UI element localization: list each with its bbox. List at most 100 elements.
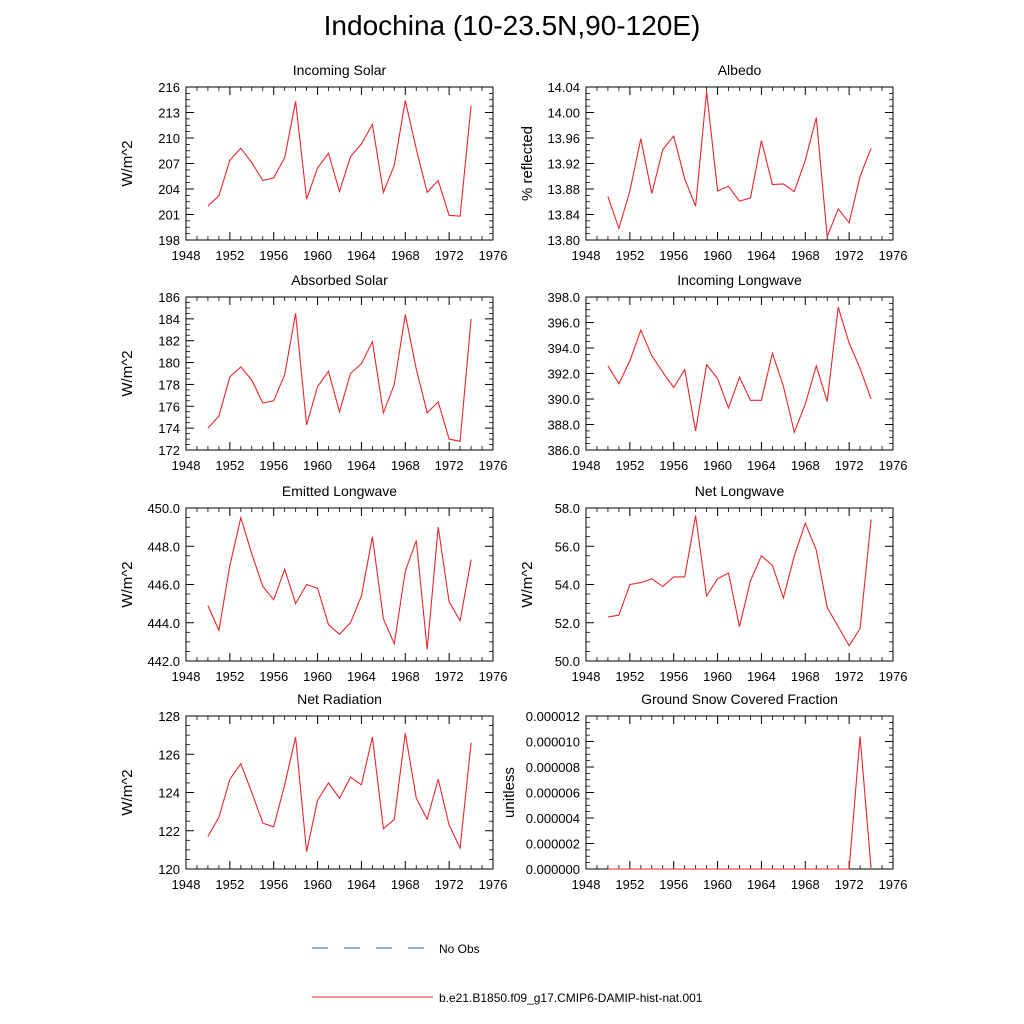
x-tick-label: 1948 <box>572 669 601 684</box>
y-axis-label: W/m^2 <box>119 350 136 396</box>
panel-0: 1948 1952 1956 1960 1964 1968 1972 1976 198 201 20… <box>119 62 507 263</box>
y-tick-label: 398.0 <box>547 290 580 305</box>
x-tick-label: 1960 <box>703 458 732 473</box>
x-tick-label: 1960 <box>303 877 332 892</box>
y-tick-label: 174 <box>158 421 180 436</box>
series-line <box>207 313 472 442</box>
panel-title: Absorbed Solar <box>291 272 388 288</box>
x-tick-label: 1948 <box>172 877 201 892</box>
y-tick-label: 128 <box>158 709 180 724</box>
panel-title: Net Radiation <box>297 691 382 707</box>
x-tick-label: 1952 <box>215 458 244 473</box>
y-tick-label: 442.0 <box>147 654 180 669</box>
y-tick-label: 180 <box>158 356 180 371</box>
x-tick-label: 1968 <box>791 458 820 473</box>
x-tick-label: 1964 <box>347 248 376 263</box>
x-tick-label: 1964 <box>747 248 776 263</box>
x-tick-label: 1976 <box>879 877 908 892</box>
y-tick-label: 120 <box>158 862 180 877</box>
y-tick-label: 0.000002 <box>526 837 580 852</box>
y-tick-label: 396.0 <box>547 316 580 331</box>
x-tick-label: 1956 <box>659 248 688 263</box>
x-tick-label: 1976 <box>879 248 908 263</box>
x-tick-label: 1948 <box>572 877 601 892</box>
panel-4: 1948 1952 1956 1960 1964 1968 1972 1976 442.0 444… <box>119 483 507 684</box>
y-tick-label: 52.0 <box>555 616 580 631</box>
y-tick-label: 388.0 <box>547 418 580 433</box>
x-tick-label: 1956 <box>659 669 688 684</box>
y-tick-label: 58.0 <box>555 501 580 516</box>
x-tick-label: 1968 <box>391 458 420 473</box>
x-tick-label: 1976 <box>479 877 508 892</box>
y-tick-label: 13.80 <box>547 233 580 248</box>
panel-6: 1948 1952 1956 1960 1964 1968 1972 1976 120 122 12… <box>119 691 507 892</box>
x-tick-label: 1964 <box>347 669 376 684</box>
x-tick-label: 1952 <box>615 248 644 263</box>
y-tick-label: 0.000012 <box>526 709 580 724</box>
panel-1: 1948 1952 1956 1960 1964 1968 1972 1976 13.80 13.… <box>519 62 907 263</box>
y-tick-label: 13.84 <box>547 208 580 223</box>
plot-frame <box>185 296 494 451</box>
x-tick-label: 1956 <box>659 877 688 892</box>
y-axis-label: W/m^2 <box>119 140 136 186</box>
x-tick-label: 1960 <box>703 669 732 684</box>
y-tick-label: 184 <box>158 312 180 327</box>
y-tick-label: 450.0 <box>147 501 180 516</box>
x-tick-label: 1968 <box>391 669 420 684</box>
y-tick-label: 0.000010 <box>526 735 580 750</box>
x-tick-label: 1968 <box>791 669 820 684</box>
y-tick-label: 54.0 <box>555 578 580 593</box>
y-tick-label: 213 <box>158 106 180 121</box>
plot-frame <box>185 715 494 870</box>
y-tick-label: 56.0 <box>555 539 580 554</box>
x-tick-label: 1964 <box>747 458 776 473</box>
y-tick-label: 178 <box>158 377 180 392</box>
x-tick-label: 1952 <box>615 458 644 473</box>
x-tick-label: 1952 <box>615 669 644 684</box>
y-tick-label: 448.0 <box>147 539 180 554</box>
panel-title: Incoming Solar <box>293 62 387 78</box>
panel-5: 1948 1952 1956 1960 1964 1968 1972 1976 50.0 52.0… <box>519 483 907 684</box>
y-tick-label: 172 <box>158 443 180 458</box>
x-tick-label: 1952 <box>215 669 244 684</box>
y-tick-label: 13.92 <box>547 157 580 172</box>
x-tick-label: 1948 <box>172 669 201 684</box>
x-tick-label: 1960 <box>303 248 332 263</box>
y-tick-label: 182 <box>158 334 180 349</box>
series-line <box>607 307 872 435</box>
x-tick-label: 1960 <box>703 248 732 263</box>
series-line <box>207 733 472 852</box>
x-tick-label: 1976 <box>479 458 508 473</box>
series-line <box>207 100 472 217</box>
panel-3: 1948 1952 1956 1960 1964 1968 1972 1976 386.0 388… <box>547 272 907 473</box>
y-tick-label: 204 <box>158 182 180 197</box>
y-axis-label: unitless <box>501 767 518 818</box>
x-tick-label: 1972 <box>435 458 464 473</box>
y-tick-label: 126 <box>158 747 180 762</box>
panel-title: Net Longwave <box>695 483 785 499</box>
x-tick-label: 1968 <box>791 248 820 263</box>
x-tick-label: 1960 <box>303 669 332 684</box>
y-tick-label: 207 <box>158 157 180 172</box>
y-tick-label: 14.04 <box>547 80 580 95</box>
main-title: Indochina (10-23.5N,90-120E) <box>323 10 701 41</box>
plot-frame <box>585 715 894 870</box>
panel-title: Incoming Longwave <box>677 272 802 288</box>
x-tick-label: 1964 <box>347 458 376 473</box>
y-tick-label: 14.00 <box>547 106 580 121</box>
x-tick-label: 1976 <box>479 669 508 684</box>
legend-label-0: No Obs <box>439 942 480 956</box>
x-tick-label: 1956 <box>259 248 288 263</box>
x-tick-label: 1976 <box>879 669 908 684</box>
y-tick-label: 210 <box>158 131 180 146</box>
x-tick-label: 1964 <box>347 877 376 892</box>
series-line <box>607 515 872 647</box>
y-tick-label: 50.0 <box>555 654 580 669</box>
x-tick-label: 1956 <box>259 669 288 684</box>
legend-label-1: b.e21.B1850.f09_g17.CMIP6-DAMIP-hist-nat… <box>439 991 703 1005</box>
panel-title: Emitted Longwave <box>282 483 397 499</box>
y-tick-label: 186 <box>158 290 180 305</box>
y-tick-label: 0.000000 <box>526 862 580 877</box>
y-axis-label: W/m^2 <box>519 561 536 607</box>
